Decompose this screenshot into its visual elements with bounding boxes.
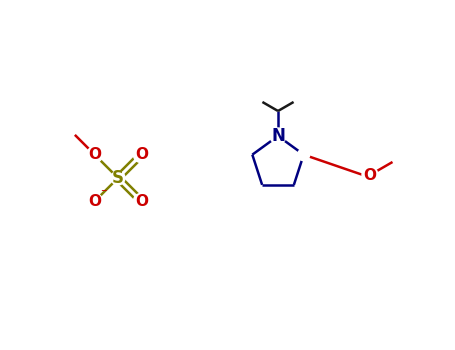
Text: N: N — [271, 127, 285, 145]
Text: O: O — [135, 147, 148, 162]
Text: O: O — [135, 194, 148, 209]
Text: ⁻: ⁻ — [101, 187, 107, 200]
Circle shape — [86, 147, 103, 163]
Circle shape — [298, 149, 310, 161]
Circle shape — [133, 147, 149, 163]
Circle shape — [270, 128, 286, 144]
Text: O: O — [88, 194, 101, 209]
Circle shape — [133, 193, 149, 209]
Text: O: O — [364, 168, 376, 182]
Circle shape — [86, 193, 103, 209]
Circle shape — [111, 171, 125, 185]
Circle shape — [362, 167, 378, 183]
Text: O: O — [88, 147, 101, 162]
Text: S: S — [112, 169, 124, 187]
